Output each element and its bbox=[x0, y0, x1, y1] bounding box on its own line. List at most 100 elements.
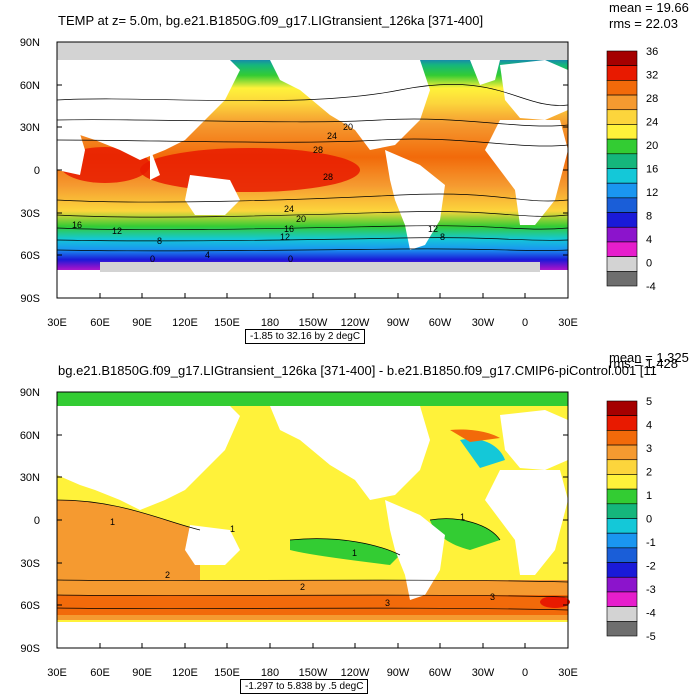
colorbar-label: -2 bbox=[646, 561, 656, 573]
lat-label: 0 bbox=[34, 165, 40, 177]
lon-label: 120E bbox=[172, 667, 198, 679]
colorbar-swatch bbox=[606, 459, 638, 475]
lat-label: 60S bbox=[20, 250, 40, 262]
colorbar-swatch bbox=[606, 124, 638, 140]
colorbar-label: 20 bbox=[646, 140, 658, 152]
lon-label: 180 bbox=[261, 667, 279, 679]
sea-ice-north bbox=[57, 42, 568, 60]
colorbar-swatch bbox=[606, 138, 638, 155]
colorbar-swatch bbox=[606, 94, 638, 111]
colorbar-label: 2 bbox=[646, 467, 652, 479]
contour-lines bbox=[56, 499, 569, 611]
colorbar-swatch bbox=[606, 547, 638, 563]
colorbar-label: 0 bbox=[646, 514, 652, 526]
contour-range-note: -1.297 to 5.838 by .5 degC bbox=[240, 679, 369, 694]
colorbar-swatch bbox=[606, 226, 638, 243]
colorbar-swatch bbox=[606, 488, 638, 505]
lat-label: 90S bbox=[20, 643, 40, 655]
lat-label: 0 bbox=[34, 515, 40, 527]
lat-label: 30N bbox=[20, 472, 40, 484]
colorbar-swatch bbox=[606, 415, 638, 431]
contour-label: 1 bbox=[230, 524, 235, 534]
colorbar-swatch bbox=[606, 532, 638, 549]
colorbar-swatch bbox=[606, 606, 638, 622]
lon-label: 150E bbox=[214, 317, 240, 329]
contour-label: 2 bbox=[165, 570, 170, 580]
lon-label: 180 bbox=[261, 317, 279, 329]
colorbar-swatch bbox=[606, 621, 638, 637]
colorbar-label: 24 bbox=[646, 117, 658, 129]
contour-label: 16 bbox=[284, 224, 294, 234]
contour-label: 0 bbox=[150, 254, 155, 264]
lon-label: 120E bbox=[172, 317, 198, 329]
colorbar: 36 32 28 24 20 16 12 8 4 0 -4 bbox=[606, 46, 658, 293]
arctic-band bbox=[57, 392, 568, 406]
contour-range-note: -1.85 to 32.16 by 2 degC bbox=[245, 329, 366, 344]
contour-label: 1 bbox=[110, 517, 115, 527]
lon-label: 30E bbox=[558, 317, 578, 329]
contour-label: 8 bbox=[157, 236, 162, 246]
lon-label: 120W bbox=[341, 667, 370, 679]
panel-title: bg.e21.B1850G.f09_g17.LIGtransient_126ka… bbox=[58, 363, 657, 378]
longitude-labels: 30E 60E 90E 120E 150E 180 150W 120W 90W … bbox=[47, 667, 578, 679]
colorbar-swatch bbox=[606, 400, 638, 416]
lon-label: 150E bbox=[214, 667, 240, 679]
colorbar-swatch bbox=[606, 474, 638, 490]
panel-title: TEMP at z= 5.0m, bg.e21.B1850G.f09_g17.L… bbox=[58, 13, 484, 28]
colorbar: 5 4 3 2 1 0 -1 -2 -3 -4 -5 bbox=[606, 396, 656, 643]
colorbar-label: 4 bbox=[646, 420, 652, 432]
colorbar-label: -4 bbox=[646, 281, 656, 293]
contour-label: 4 bbox=[205, 250, 210, 260]
colorbar-label: 36 bbox=[646, 46, 658, 58]
colorbar-swatch bbox=[606, 444, 638, 461]
lon-label: 60W bbox=[429, 667, 452, 679]
lon-label: 0 bbox=[522, 667, 528, 679]
lon-label: 120W bbox=[341, 317, 370, 329]
colorbar-swatch bbox=[606, 562, 638, 578]
colorbar-swatch bbox=[606, 503, 638, 519]
lat-label: 30S bbox=[20, 208, 40, 220]
lon-label: 30E bbox=[47, 317, 67, 329]
contour-label: 20 bbox=[343, 122, 353, 132]
colorbar-swatch bbox=[606, 65, 638, 81]
contour-labels: 20 24 28 28 24 20 16 12 16 12 8 0 4 0 12… bbox=[72, 122, 445, 264]
mean-value: mean = 1.325 bbox=[609, 350, 689, 365]
colorbar-swatch bbox=[606, 80, 638, 96]
colorbar-label: 0 bbox=[646, 258, 652, 270]
axis-ticks bbox=[56, 391, 569, 649]
contour-label: 12 bbox=[112, 226, 122, 236]
colorbar-swatch bbox=[606, 153, 638, 169]
lon-label: 90W bbox=[387, 667, 410, 679]
lat-label: 60N bbox=[20, 80, 40, 92]
colorbar-label: -1 bbox=[646, 537, 656, 549]
land-masses bbox=[57, 60, 568, 250]
sea-ice-south bbox=[100, 262, 540, 272]
lat-label: 90N bbox=[20, 37, 40, 49]
colorbar-label: -5 bbox=[646, 631, 656, 643]
colorbar-label: 5 bbox=[646, 396, 652, 408]
contour-label: 24 bbox=[284, 204, 294, 214]
lon-label: 150W bbox=[299, 667, 328, 679]
colorbar-label: 3 bbox=[646, 443, 652, 455]
colorbar-swatch bbox=[606, 212, 638, 228]
lat-label: 30S bbox=[20, 558, 40, 570]
mean-value: mean = 19.66 bbox=[609, 0, 689, 15]
rms-value: rms = 22.03 bbox=[609, 16, 679, 31]
contour-label: 2 bbox=[300, 582, 305, 592]
lon-label: 60E bbox=[90, 667, 110, 679]
lat-label: 90S bbox=[20, 293, 40, 305]
contour-label: 20 bbox=[296, 214, 306, 224]
colorbar-swatch bbox=[606, 197, 638, 213]
contour-label: 0 bbox=[288, 254, 293, 264]
colorbar-label: 4 bbox=[646, 234, 652, 246]
lat-label: 30N bbox=[20, 122, 40, 134]
contour-labels: 1 2 1 1 1 2 3 3 bbox=[110, 512, 495, 608]
colorbar-label: 16 bbox=[646, 164, 658, 176]
colorbar-swatch bbox=[606, 168, 638, 184]
colorbar-swatch bbox=[606, 256, 638, 272]
colorbar-label: 12 bbox=[646, 187, 658, 199]
colorbar-swatch bbox=[606, 109, 638, 125]
contour-label: 16 bbox=[72, 220, 82, 230]
anomaly-patches bbox=[57, 429, 570, 620]
bottom-map-panel: bg.e21.B1850G.f09_g17.LIGtransient_126ka… bbox=[0, 350, 700, 700]
